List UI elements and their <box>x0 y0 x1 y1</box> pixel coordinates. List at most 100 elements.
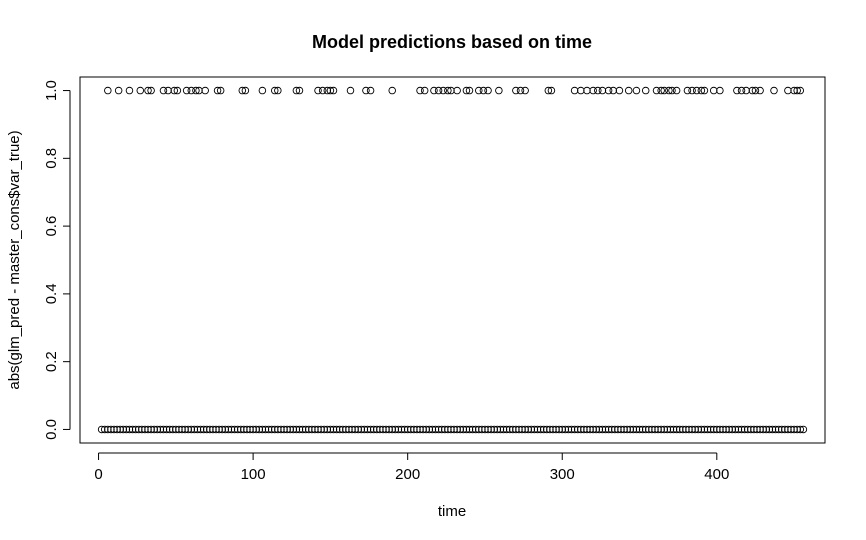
data-point <box>326 86 335 95</box>
x-tick-label: 0 <box>94 466 102 483</box>
data-point <box>213 86 222 95</box>
data-point <box>314 86 322 95</box>
data-point <box>516 86 525 95</box>
data-point <box>274 86 282 95</box>
data-point <box>793 86 801 95</box>
data-point <box>104 86 112 95</box>
data-point <box>748 86 757 95</box>
data-point <box>609 86 617 95</box>
data-point <box>598 86 607 95</box>
data-point <box>144 86 152 95</box>
data-point <box>583 86 591 95</box>
data-point <box>216 86 225 95</box>
data-point <box>594 86 602 95</box>
data-point <box>697 86 706 95</box>
data-point <box>665 86 673 95</box>
data-point <box>709 86 718 95</box>
data-point <box>125 86 134 95</box>
data-point <box>388 86 396 95</box>
data-point <box>329 86 338 95</box>
data-point <box>462 86 471 95</box>
data-point <box>672 86 681 95</box>
y-axis: 0.0 0.2 0.4 0.6 0.8 1.0 <box>43 80 71 440</box>
data-point <box>733 86 741 95</box>
data-point <box>147 86 155 95</box>
data-point <box>292 86 301 95</box>
data-point <box>751 86 760 95</box>
data-point <box>521 86 529 95</box>
data-point <box>657 86 665 95</box>
data-point <box>495 86 503 95</box>
y-tick-label: 0.2 <box>43 351 60 372</box>
data-point <box>632 86 641 95</box>
data-point <box>114 86 123 95</box>
data-point <box>444 86 452 95</box>
data-point <box>238 86 247 95</box>
data-point <box>624 86 633 95</box>
data-point <box>700 86 709 95</box>
data-point <box>164 86 172 95</box>
y-tick-label: 0.0 <box>43 419 60 440</box>
data-point <box>784 86 792 95</box>
data-point <box>770 86 778 95</box>
data-point <box>737 86 746 95</box>
data-point <box>271 86 279 95</box>
data-point <box>136 86 145 95</box>
data-point <box>295 86 304 95</box>
chart-title: Model predictions based on time <box>312 32 592 52</box>
data-point <box>589 86 597 95</box>
data-point <box>652 86 661 95</box>
data-point <box>187 86 196 95</box>
data-point <box>475 86 483 95</box>
data-point <box>742 86 750 95</box>
data-point <box>796 86 805 95</box>
data-point <box>668 86 676 95</box>
data-point <box>641 86 650 95</box>
data-point <box>683 86 692 95</box>
data-point <box>170 86 179 95</box>
data-point <box>688 86 696 95</box>
data-point <box>692 86 701 95</box>
data-point <box>201 86 209 95</box>
plot-frame <box>79 76 826 444</box>
data-point <box>799 425 808 434</box>
x-tick-label: 300 <box>550 466 575 483</box>
data-point <box>258 86 267 95</box>
data-point <box>604 86 613 95</box>
data-point <box>362 86 370 95</box>
data-point <box>484 86 492 95</box>
data-point <box>182 86 191 95</box>
data-point <box>796 425 805 434</box>
data-point <box>192 86 200 95</box>
x-tick-label: 100 <box>241 466 266 483</box>
data-point <box>453 86 461 95</box>
data-point <box>716 86 724 95</box>
data-point <box>479 86 488 95</box>
data-point <box>241 86 250 95</box>
y-tick-label: 0.8 <box>43 148 60 169</box>
y-tick-label: 1.0 <box>43 80 60 101</box>
data-point <box>346 86 355 95</box>
data-point <box>318 86 327 95</box>
data-point <box>512 86 520 95</box>
x-tick-label: 400 <box>704 466 729 483</box>
x-axis-label: time <box>438 503 466 520</box>
data-point <box>173 86 182 95</box>
x-tick-label: 200 <box>395 466 420 483</box>
data-point <box>430 86 438 95</box>
data-point <box>660 86 669 95</box>
y-tick-label: 0.6 <box>43 216 60 237</box>
data-point <box>416 86 424 95</box>
data-point <box>366 86 375 95</box>
data-point <box>465 86 474 95</box>
data-point <box>577 86 585 95</box>
data-point <box>434 86 443 95</box>
y-axis-label: abs(glm_pred - master_cons$var_true) <box>6 130 23 389</box>
data-point <box>547 86 556 95</box>
data-point <box>570 86 579 95</box>
data-point <box>439 86 447 95</box>
data-points <box>97 86 808 434</box>
data-point <box>420 86 429 95</box>
x-axis: 0 100 200 300 400 <box>94 452 729 483</box>
